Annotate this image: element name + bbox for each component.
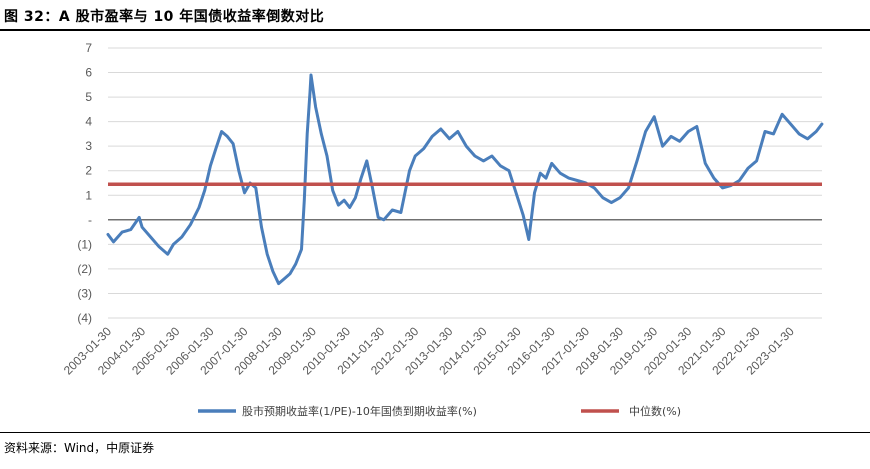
y-tick-label: 5 [85,90,92,104]
y-tick-label: (4) [77,311,92,325]
y-axis-ticks: 7 6 5 4 3 2 1 - (1) (2) (3) (4) [77,41,92,325]
source-note: 资料来源：Wind，中原证券 [4,441,155,455]
y-tick-label: (2) [77,262,92,276]
x-axis-ticks: 2003-01-302004-01-302005-01-302006-01-30… [61,324,797,378]
gridlines [108,47,822,319]
y-tick-label: 1 [85,188,92,202]
legend-label-median: 中位数(%) [629,404,681,418]
legend: 股市预期收益率(1/PE)-10年国债到期收益率(%) 中位数(%) [198,404,681,418]
y-tick-label: (1) [77,237,92,251]
series-layer [106,73,824,286]
y-tick-label: (3) [77,286,92,300]
y-tick-label: 4 [85,115,92,129]
y-tick-label: 7 [85,41,92,55]
legend-label-spread: 股市预期收益率(1/PE)-10年国债到期收益率(%) [242,404,477,418]
figure-title: 图 32：A 股市盈率与 10 年国债收益率倒数对比 [4,9,325,25]
y-tick-label: 3 [85,139,92,153]
y-tick-label: - [88,213,92,227]
title-rule [0,29,870,31]
footer-rule [0,432,870,433]
series-line-spread [106,73,824,286]
y-tick-label: 2 [85,164,92,178]
y-tick-label: 6 [85,66,92,80]
